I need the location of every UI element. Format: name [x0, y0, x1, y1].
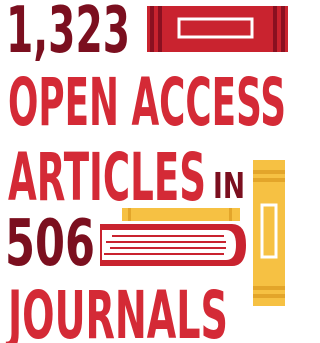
page: 1,323 OPEN ACCESS ARTICLES IN 506 JOURNA…	[0, 0, 290, 343]
infographic: 1,323 OPEN ACCESS ARTICLES IN 506 JOURNA…	[0, 0, 290, 343]
headline-line: OPEN ACCESS	[8, 64, 286, 141]
headline-line: ARTICLES	[8, 139, 206, 216]
headline-line: JOURNALS	[6, 277, 228, 343]
book-icon-top	[147, 6, 288, 52]
connector: IN	[213, 166, 245, 207]
count: 1,323	[6, 0, 130, 68]
book-icon-vertical	[253, 160, 285, 306]
book-icon-pages	[100, 224, 246, 266]
journals-count: 506	[5, 207, 95, 281]
